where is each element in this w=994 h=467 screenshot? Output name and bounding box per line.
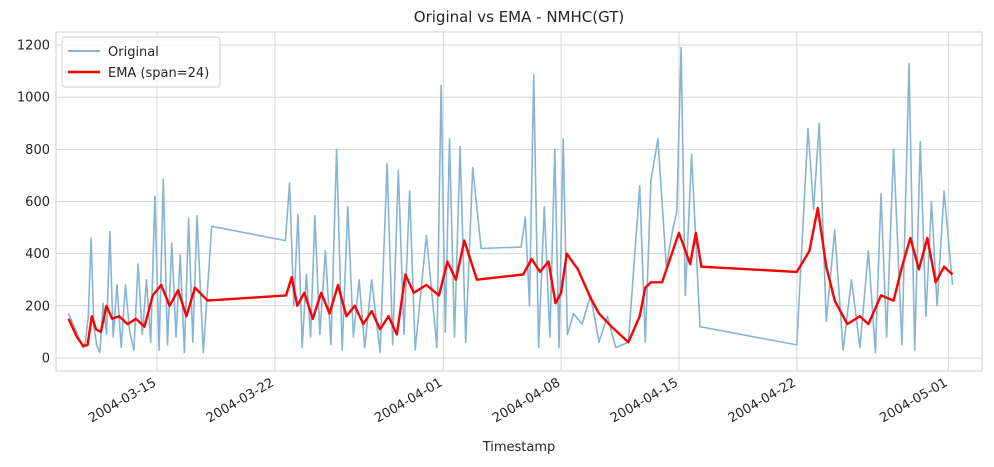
y-tick-label: 1200 [17, 39, 50, 54]
x-tick-label: 2004-04-15 [608, 375, 681, 426]
y-tick-label: 800 [25, 143, 50, 158]
x-tick-label: 2004-05-01 [877, 375, 950, 426]
chart-title: Original vs EMA - NMHC(GT) [414, 8, 624, 26]
x-tick-label: 2004-03-22 [204, 375, 277, 426]
y-tick-label: 1000 [17, 91, 50, 106]
y-tick-label: 200 [25, 299, 50, 314]
y-tick-label: 400 [25, 247, 50, 262]
y-tick-label: 0 [42, 351, 50, 366]
legend-label-original: Original [108, 45, 159, 60]
legend: Original EMA (span=24) [61, 36, 221, 88]
series-ema-line [67, 206, 954, 348]
y-tick-label: 600 [25, 195, 50, 210]
x-tick-label: 2004-04-01 [372, 375, 445, 426]
series-layer [67, 46, 954, 354]
x-axis-label: Timestamp [482, 440, 556, 455]
x-tick-label: 2004-04-22 [726, 375, 799, 426]
legend-label-ema: EMA (span=24) [108, 66, 209, 81]
x-tick-label: 2004-04-08 [490, 375, 563, 426]
x-tick-label: 2004-03-15 [86, 375, 159, 426]
series-original-line [67, 46, 954, 354]
legend-box [61, 36, 221, 88]
